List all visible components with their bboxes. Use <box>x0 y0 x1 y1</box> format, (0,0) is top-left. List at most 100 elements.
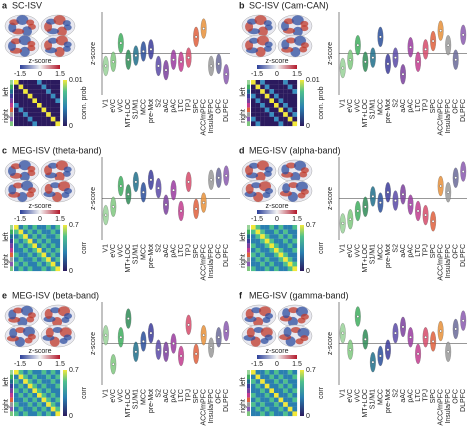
matrix-cell <box>14 121 19 127</box>
matrix-cell <box>269 379 275 384</box>
colorbar-tick: -1.5 <box>251 361 263 368</box>
matrix-cell <box>27 107 33 113</box>
median-dot <box>461 33 465 37</box>
median-dot <box>172 342 175 345</box>
matrix-label-strip <box>10 383 13 389</box>
matrix-cell <box>32 89 38 94</box>
matrix-cell <box>18 229 24 235</box>
matrix-cell <box>264 411 270 417</box>
matrix-cell <box>264 383 270 389</box>
matrix-cell <box>50 261 56 267</box>
colorbar-tick: 1.5 <box>55 361 65 368</box>
matrix-cell <box>27 93 33 99</box>
matrix-cell <box>23 383 28 389</box>
matrix-cell <box>287 107 293 113</box>
matrix-cell <box>255 98 261 104</box>
matrix-cell <box>292 393 298 398</box>
matrix-cell <box>283 243 288 249</box>
matrix-label-strip <box>10 393 13 398</box>
matrix-cell <box>50 234 56 239</box>
matrix-label-strip <box>247 411 250 416</box>
matrix-cell <box>287 402 293 407</box>
matrix-cell <box>37 107 42 113</box>
median-dot <box>431 39 435 43</box>
median-dot <box>209 346 213 350</box>
matrix-cell <box>46 370 51 375</box>
brain-patch <box>300 313 309 320</box>
matrix-cell <box>14 248 19 253</box>
x-tick-label: vVC <box>118 244 125 257</box>
matrix-cell <box>260 112 265 117</box>
matrix-cell <box>37 248 42 253</box>
x-tick-label: S2 <box>392 244 399 253</box>
x-tick-label: pre-Mot <box>385 244 392 268</box>
colorbar-tick: 0.7 <box>69 222 79 229</box>
matrix-cell <box>32 225 38 230</box>
matrix-cell <box>269 397 275 403</box>
x-tick-label: aAC <box>163 389 170 403</box>
matrix-cell <box>251 248 256 253</box>
matrix-cell <box>50 229 56 235</box>
matrix-cell <box>50 252 56 258</box>
matrix-cell <box>23 238 28 244</box>
matrix-cell <box>37 234 42 239</box>
matrix-cell <box>274 238 279 244</box>
matrix-cell <box>32 93 38 99</box>
median-dot <box>157 348 160 352</box>
matrix-cell <box>50 116 56 122</box>
matrix-cell <box>14 116 19 122</box>
brain-patch <box>286 37 297 44</box>
x-tick-label: TPJ <box>422 389 429 401</box>
median-dot <box>202 201 205 205</box>
median-dot <box>157 186 160 190</box>
median-dot <box>454 327 458 331</box>
median-dot <box>386 190 390 194</box>
panel-letter: c <box>2 145 7 155</box>
brain-patch <box>251 182 262 189</box>
x-tick-label: LTC <box>415 389 422 402</box>
matrix-cell <box>287 406 293 412</box>
matrix-cell <box>23 243 28 249</box>
median-dot <box>224 174 228 178</box>
x-tick-label: SPC <box>193 99 200 113</box>
matrix-cell <box>32 383 38 389</box>
median-dot <box>424 47 427 51</box>
matrix-cell <box>264 248 270 253</box>
colorbar <box>63 225 67 271</box>
matrix-cell <box>18 379 24 384</box>
median-dot <box>446 190 450 194</box>
matrix-cell <box>18 374 24 380</box>
x-tick-label: eVC <box>110 389 117 403</box>
matrix-cell <box>41 406 47 412</box>
median-dot <box>401 192 405 196</box>
matrix-cell <box>32 234 38 239</box>
matrix-cell <box>283 411 288 417</box>
matrix-cell <box>55 383 61 389</box>
matrix-cell <box>14 84 19 90</box>
matrix-label-strip <box>247 116 250 122</box>
x-tick-label: OFC <box>453 244 460 259</box>
matrix-cell <box>46 374 51 380</box>
matrix-cell <box>278 411 284 417</box>
matrix-cell <box>23 261 28 267</box>
colorbar <box>257 210 297 214</box>
brain-patch <box>27 45 36 52</box>
matrix-cell <box>46 388 51 394</box>
x-tick-label: S1/M1 <box>370 99 377 119</box>
x-tick-label: OFC <box>216 389 223 404</box>
matrix-cell <box>260 370 265 375</box>
brain-patch <box>16 15 29 26</box>
matrix-label-strip <box>10 411 13 416</box>
matrix-label-strip <box>10 379 13 384</box>
matrix-cell <box>55 121 61 127</box>
matrix-cell <box>264 243 270 249</box>
brain-patch <box>53 15 66 26</box>
matrix-cell <box>46 248 51 253</box>
matrix-cell <box>283 252 288 258</box>
median-dot <box>194 352 198 356</box>
matrix-cell <box>14 89 19 94</box>
matrix-cell <box>41 393 47 398</box>
matrix-cell <box>14 374 19 380</box>
matrix-cell <box>255 257 261 262</box>
matrix-cell <box>18 225 24 230</box>
